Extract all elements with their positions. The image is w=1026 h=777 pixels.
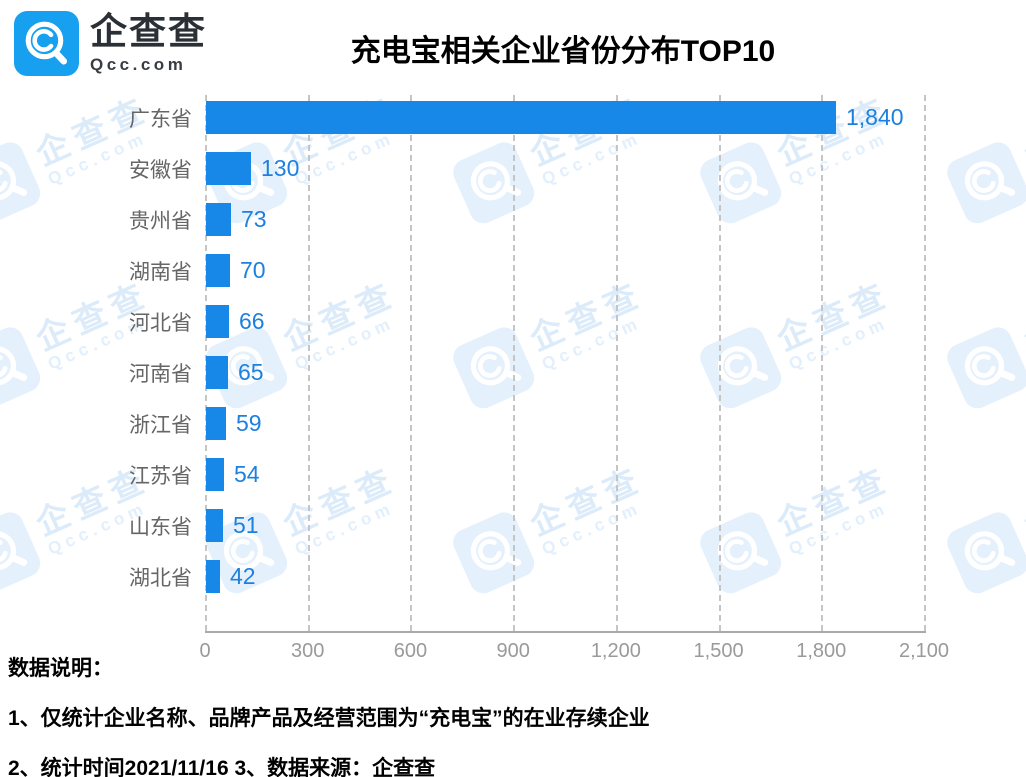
qcc-logo-icon	[14, 11, 79, 76]
footer-notes: 数据说明： 1、仅统计企业名称、品牌产品及经营范围为“充电宝”的在业存续企业 2…	[8, 652, 650, 777]
bar-row: 安徽省 130	[110, 152, 299, 185]
value-label: 73	[241, 206, 267, 232]
bar	[206, 305, 229, 338]
footer-heading: 数据说明：	[8, 657, 113, 680]
bar	[206, 560, 220, 593]
category-label: 山东省	[129, 515, 192, 539]
bar	[206, 356, 228, 389]
x-axis-ticks: 0 300 600 900 1,200 1,500 1,800 2,100	[199, 640, 949, 670]
bar-row: 江苏省 54	[110, 458, 260, 491]
category-label: 江苏省	[129, 464, 192, 488]
category-label: 湖南省	[129, 260, 192, 284]
category-label: 湖北省	[129, 566, 192, 590]
category-label: 广东省	[129, 107, 192, 131]
x-axis-line	[205, 631, 926, 633]
gridline	[615, 95, 618, 631]
category-label: 浙江省	[129, 413, 192, 437]
bar-row: 浙江省 59	[110, 407, 262, 440]
value-label: 70	[240, 257, 266, 283]
qcc-logo: 企查查 Qcc.com	[14, 11, 207, 76]
value-label: 42	[230, 563, 256, 589]
x-tick-label: 600	[393, 640, 428, 662]
bar-row: 河南省 65	[110, 356, 264, 389]
x-tick-label: 2,100	[898, 640, 950, 662]
value-label: 54	[234, 461, 260, 487]
qcc-logo-texts: 企查查 Qcc.com	[90, 10, 207, 76]
category-label: 贵州省	[129, 209, 192, 233]
category-label: 安徽省	[129, 158, 192, 182]
bar	[206, 407, 226, 440]
bar-row: 贵州省 73	[110, 203, 267, 236]
value-label: 51	[233, 512, 259, 538]
value-label: 59	[236, 410, 262, 436]
bar-row: 河北省 66	[110, 305, 265, 338]
bar	[206, 254, 230, 287]
footer-note-2: 2、统计时间2021/11/16 3、数据来源：企查查	[8, 757, 436, 777]
logo-domain-text: Qcc.com	[90, 55, 187, 75]
bar-row: 湖北省 42	[110, 560, 256, 593]
logo-brand-text: 企查查	[90, 10, 207, 52]
gridline	[821, 95, 824, 631]
bar	[206, 509, 223, 542]
x-tick-label: 1,200	[590, 640, 641, 662]
category-label: 河北省	[129, 311, 192, 335]
value-label: 65	[238, 359, 264, 385]
x-tick-label: 300	[291, 640, 325, 662]
gridline	[410, 95, 413, 631]
gridline	[307, 95, 310, 631]
footer-note-1: 1、仅统计企业名称、品牌产品及经营范围为“充电宝”的在业存续企业	[8, 707, 650, 730]
value-label: 66	[239, 308, 265, 334]
x-tick-label: 0	[199, 640, 211, 662]
bar	[206, 152, 251, 185]
bar	[206, 203, 231, 236]
bar-row: 广东省 1,840	[110, 101, 904, 134]
chart-title: 充电宝相关企业省份分布TOP10	[350, 35, 776, 68]
bar	[206, 458, 224, 491]
x-tick-label: 1,500	[693, 640, 744, 662]
bar-row: 湖南省 70	[110, 254, 266, 287]
x-tick-label: 900	[496, 640, 530, 662]
header: 企查查 Qcc.com 充电宝相关企业省份分布TOP10	[0, 0, 1026, 95]
bar-row: 山东省 51	[110, 509, 259, 542]
x-tick-label: 1,800	[796, 640, 847, 662]
value-label: 130	[261, 155, 300, 181]
bar	[206, 101, 836, 134]
gridline	[924, 95, 926, 631]
value-label: 1,840	[846, 104, 904, 130]
category-label: 河南省	[129, 362, 192, 386]
